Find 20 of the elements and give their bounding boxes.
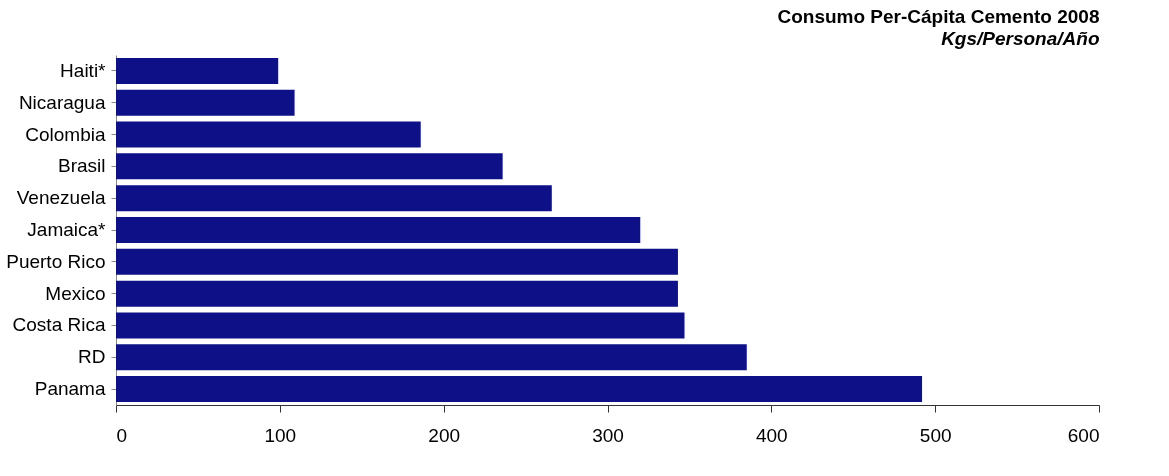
x-tick-label: 500	[919, 424, 952, 446]
y-tick-label: RD	[78, 346, 106, 368]
x-tick-label: 100	[264, 424, 297, 446]
x-tick-label: 200	[428, 424, 461, 446]
y-tick-label: Puerto Rico	[6, 250, 106, 272]
chart-title: Consumo Per-Cápita Cemento 2008	[777, 6, 1100, 27]
y-tick-label: Brasil	[57, 155, 106, 177]
y-tick-label: Venezuela	[16, 187, 106, 209]
x-tick-label: 0	[116, 424, 128, 446]
y-tick-label: Mexico	[45, 282, 106, 304]
x-tick-label: 600	[1067, 424, 1100, 446]
y-tick-label: Nicaragua	[18, 91, 106, 113]
y-tick-label: Colombia	[25, 123, 106, 145]
y-tick-label: Jamaica*	[27, 219, 107, 240]
y-tick-label: Haiti*	[60, 59, 107, 81]
x-tick-label: 400	[755, 424, 788, 446]
y-tick-label: Panama	[34, 378, 106, 400]
y-tick-label: Costa Rica	[12, 314, 106, 336]
x-tick-label: 300	[592, 424, 624, 446]
chart-subtitle: Kgs/Persona/Año	[941, 28, 1100, 49]
